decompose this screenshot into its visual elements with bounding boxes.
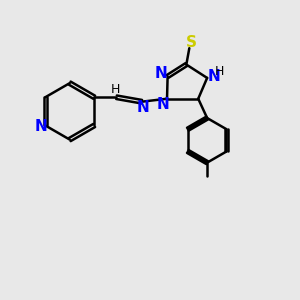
- Text: N: N: [157, 97, 170, 112]
- Text: H: H: [215, 65, 224, 79]
- Text: N: N: [155, 66, 167, 81]
- Text: N: N: [137, 100, 150, 115]
- Text: N: N: [207, 69, 220, 84]
- Text: S: S: [186, 35, 197, 50]
- Text: N: N: [34, 119, 47, 134]
- Text: H: H: [110, 83, 120, 96]
